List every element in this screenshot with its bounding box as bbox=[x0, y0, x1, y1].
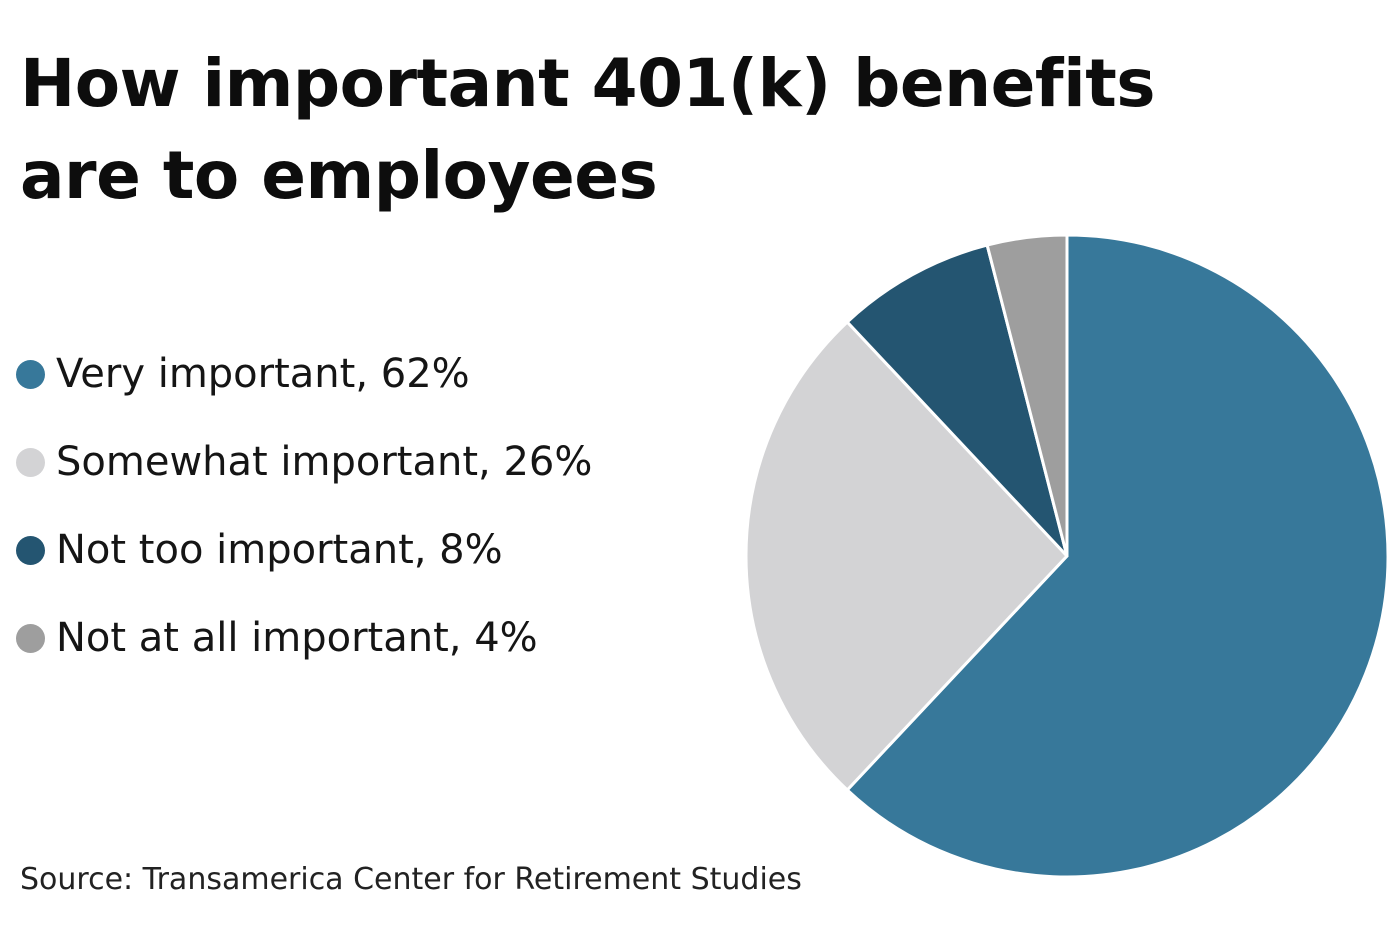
pie-slice-not-at-all-important bbox=[985, 233, 1069, 558]
legend-item-somewhat-important: Somewhat important, 26% bbox=[16, 418, 592, 506]
legend-label-not-too-important: Not too important, 8% bbox=[56, 527, 503, 573]
legend-item-very-important: Very important, 62% bbox=[16, 330, 592, 418]
legend-swatch-very-important bbox=[16, 359, 45, 389]
pie-slice-not-too-important bbox=[845, 243, 1069, 558]
legend-item-not-at-all-important: Not at all important, 4% bbox=[16, 594, 592, 682]
pie-slice-very-important bbox=[845, 233, 1390, 879]
legend-label-somewhat-important: Somewhat important, 26% bbox=[56, 439, 593, 485]
legend-item-not-too-important: Not too important, 8% bbox=[16, 506, 592, 594]
source-note: Source: Transamerica Center for Retireme… bbox=[20, 862, 802, 897]
pie-slice-somewhat-important bbox=[744, 320, 1069, 792]
legend-swatch-not-too-important bbox=[16, 535, 45, 565]
legend-label-not-at-all-important: Not at all important, 4% bbox=[56, 615, 538, 661]
legend-swatch-somewhat-important bbox=[16, 447, 45, 477]
legend-label-very-important: Very important, 62% bbox=[56, 351, 470, 397]
legend: Very important, 62% Somewhat important, … bbox=[16, 330, 592, 682]
chart-title: How important 401(k) benefits are to emp… bbox=[20, 45, 1156, 214]
legend-swatch-not-at-all-important bbox=[16, 623, 45, 653]
